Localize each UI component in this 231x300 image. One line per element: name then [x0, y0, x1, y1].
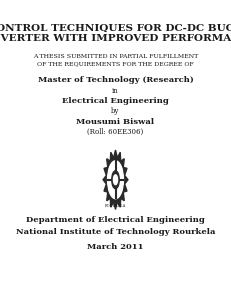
Text: by: by	[111, 107, 120, 116]
Text: OF THE REQUIREMENTS FOR THE DEGREE OF: OF THE REQUIREMENTS FOR THE DEGREE OF	[37, 61, 194, 66]
Text: (Roll: 60EE306): (Roll: 60EE306)	[87, 128, 144, 136]
Text: Mousumi Biswal: Mousumi Biswal	[76, 118, 155, 126]
Text: CONTROL TECHNIQUES FOR DC-DC BUCK: CONTROL TECHNIQUES FOR DC-DC BUCK	[0, 24, 231, 33]
Text: ROURKELA: ROURKELA	[105, 204, 126, 208]
Text: Master of Technology (Research): Master of Technology (Research)	[38, 76, 193, 84]
Text: National Institute of Technology Rourkela: National Institute of Technology Rourkel…	[16, 228, 215, 236]
Text: in: in	[112, 87, 119, 94]
Circle shape	[108, 161, 123, 199]
Text: CONVERTER WITH IMPROVED PERFORMANCE: CONVERTER WITH IMPROVED PERFORMANCE	[0, 34, 231, 43]
Text: Department of Electrical Engineering: Department of Electrical Engineering	[26, 216, 205, 224]
Text: A THESIS SUBMITTED IN PARTIAL FULFILLMENT: A THESIS SUBMITTED IN PARTIAL FULFILLMEN…	[33, 54, 198, 59]
Circle shape	[112, 171, 119, 189]
Text: Electrical Engineering: Electrical Engineering	[62, 97, 169, 105]
Circle shape	[113, 175, 118, 184]
Polygon shape	[103, 150, 128, 209]
Text: March 2011: March 2011	[87, 243, 144, 250]
